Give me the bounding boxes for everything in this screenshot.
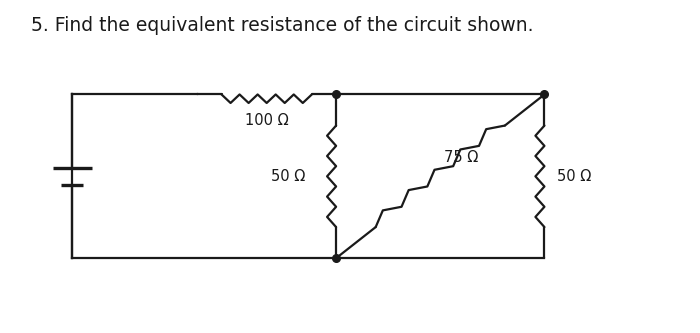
Text: 50 Ω: 50 Ω <box>271 169 305 184</box>
Text: 100 Ω: 100 Ω <box>245 113 288 128</box>
Text: 75 Ω: 75 Ω <box>444 150 478 165</box>
Text: 5. Find the equivalent resistance of the circuit shown.: 5. Find the equivalent resistance of the… <box>31 16 533 35</box>
Text: 50 Ω: 50 Ω <box>557 169 592 184</box>
